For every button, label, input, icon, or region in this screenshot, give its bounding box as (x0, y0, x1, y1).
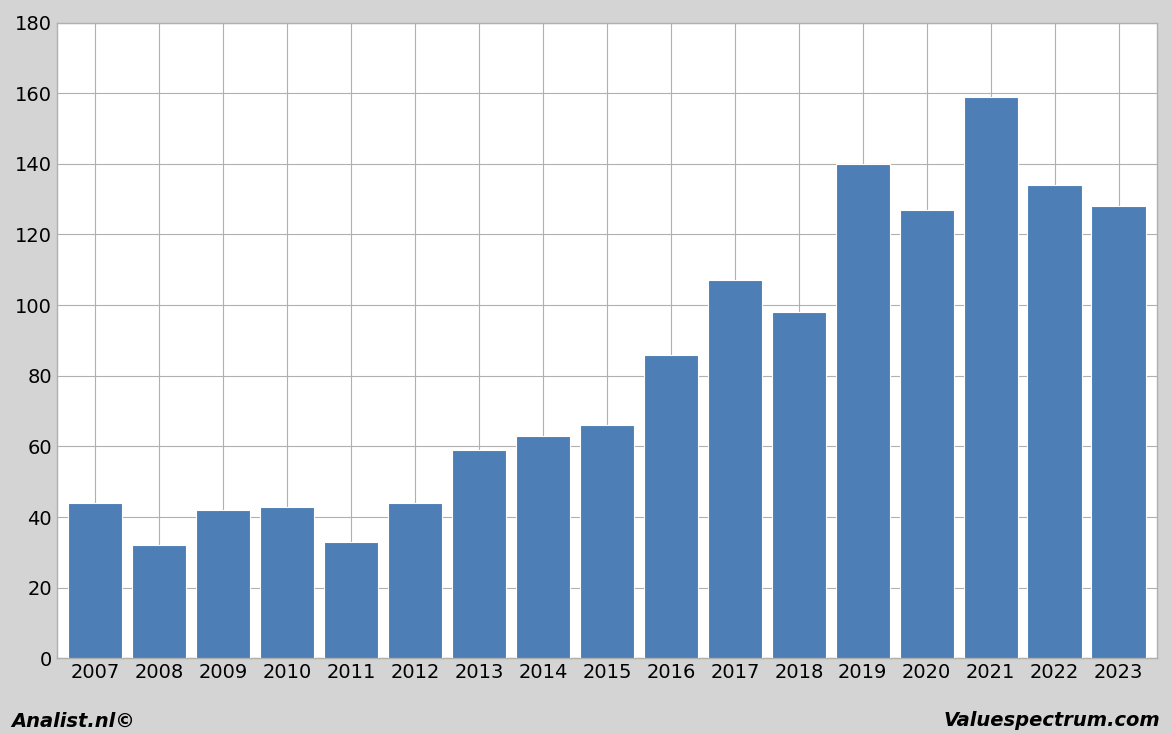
Bar (452, 450, 506, 658)
Bar (771, 312, 826, 658)
Text: Analist.nl©: Analist.nl© (12, 711, 136, 730)
Bar (196, 510, 251, 658)
Bar (260, 506, 314, 658)
Bar (900, 210, 954, 658)
Bar (323, 542, 379, 658)
Bar (580, 425, 634, 658)
Bar (1091, 206, 1146, 658)
Text: Valuespectrum.com: Valuespectrum.com (943, 711, 1160, 730)
Bar (388, 503, 442, 658)
Bar (132, 545, 186, 658)
Bar (643, 355, 699, 658)
Bar (708, 280, 762, 658)
Bar (516, 436, 570, 658)
Bar (963, 97, 1018, 658)
Bar (1028, 185, 1082, 658)
Bar (836, 164, 890, 658)
Bar (68, 503, 122, 658)
